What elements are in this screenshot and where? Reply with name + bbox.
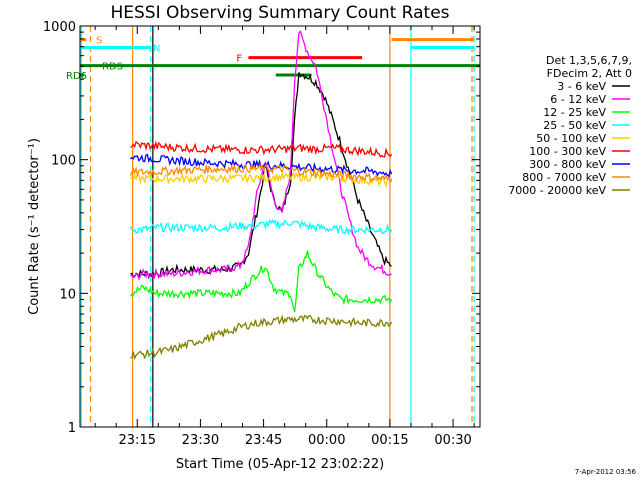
flag-label-rd6: RD6 bbox=[66, 71, 87, 82]
series-line-1 bbox=[130, 30, 392, 281]
flag-label-rds: RDS bbox=[102, 62, 123, 73]
y-tick-label: 10 bbox=[59, 287, 76, 302]
legend-entry-3: 25 - 50 keV bbox=[543, 119, 606, 132]
y-axis-label: Count Rate (s⁻¹ detector⁻¹) bbox=[27, 138, 42, 315]
legend-entry-7: 800 - 7000 keV bbox=[522, 171, 606, 184]
series-line-3 bbox=[129, 218, 393, 236]
legend-entry-8: 7000 - 20000 keV bbox=[508, 184, 606, 197]
legend-entry-2: 12 - 25 keV bbox=[543, 106, 606, 119]
series-line-8 bbox=[130, 314, 393, 361]
legend-entry-5: 100 - 300 keV bbox=[529, 145, 606, 158]
legend-entry-1: 6 - 12 keV bbox=[550, 93, 606, 106]
legend-header-line: Det 1,3,5,6,7,9, bbox=[546, 54, 632, 67]
x-tick-label: 23:45 bbox=[245, 433, 282, 448]
series-line-0 bbox=[130, 72, 392, 280]
legend-entry-4: 50 - 100 keV bbox=[536, 132, 606, 145]
x-tick-label: 23:15 bbox=[119, 433, 156, 448]
x-tick-label: 00:15 bbox=[371, 433, 408, 448]
x-axis-label: Start Time (05-Apr-12 23:02:22) bbox=[176, 457, 384, 472]
y-tick-label: 100 bbox=[51, 154, 76, 169]
plot-frame bbox=[79, 25, 481, 428]
legend-entry-0: 3 - 6 keV bbox=[557, 80, 606, 93]
chart-title: HESSI Observing Summary Count Rates bbox=[110, 3, 449, 23]
x-tick-label: 00:00 bbox=[308, 433, 345, 448]
footer-timestamp: 7-Apr-2012 03:56 bbox=[575, 468, 637, 476]
x-tick-label: 00:30 bbox=[434, 433, 471, 448]
series-line-7 bbox=[129, 162, 393, 184]
y-tick-label: 1000 bbox=[43, 20, 76, 35]
legend-entry-6: 300 - 800 keV bbox=[529, 158, 606, 171]
y-tick-label: 1 bbox=[68, 421, 76, 436]
series-line-4 bbox=[129, 171, 393, 189]
flag-label-n: N bbox=[153, 44, 160, 55]
series-line-2 bbox=[129, 250, 393, 313]
series-line-5 bbox=[130, 140, 393, 158]
flag-label-s: S bbox=[96, 36, 102, 47]
legend-header-line: FDecim 2, Att 0 bbox=[547, 67, 632, 80]
flag-label-f: F bbox=[236, 54, 242, 65]
x-tick-label: 23:30 bbox=[182, 433, 219, 448]
